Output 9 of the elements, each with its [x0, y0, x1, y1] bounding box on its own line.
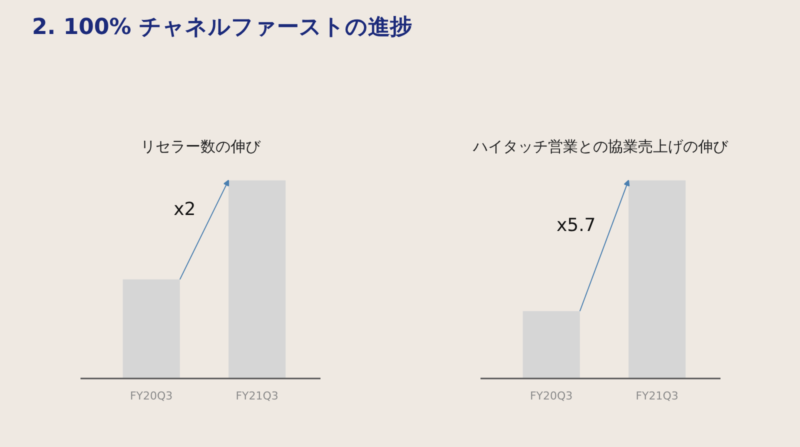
chart-title: 2. 100% チャネルファーストの進捗 — [32, 14, 412, 42]
x-tick-label: FY20Q3 — [130, 390, 173, 402]
chart-subtitle: リセラー数の伸び — [140, 138, 262, 156]
x-tick-label: FY21Q3 — [636, 390, 678, 402]
annotation: x5.7 — [556, 214, 596, 236]
x-tick-label: FY21Q3 — [236, 390, 278, 402]
chart-subtitle: ハイタッチ営業との協業売上げの伸び — [472, 138, 729, 156]
x-tick-label: FY20Q3 — [530, 390, 573, 402]
annotation: x2 — [174, 198, 196, 220]
